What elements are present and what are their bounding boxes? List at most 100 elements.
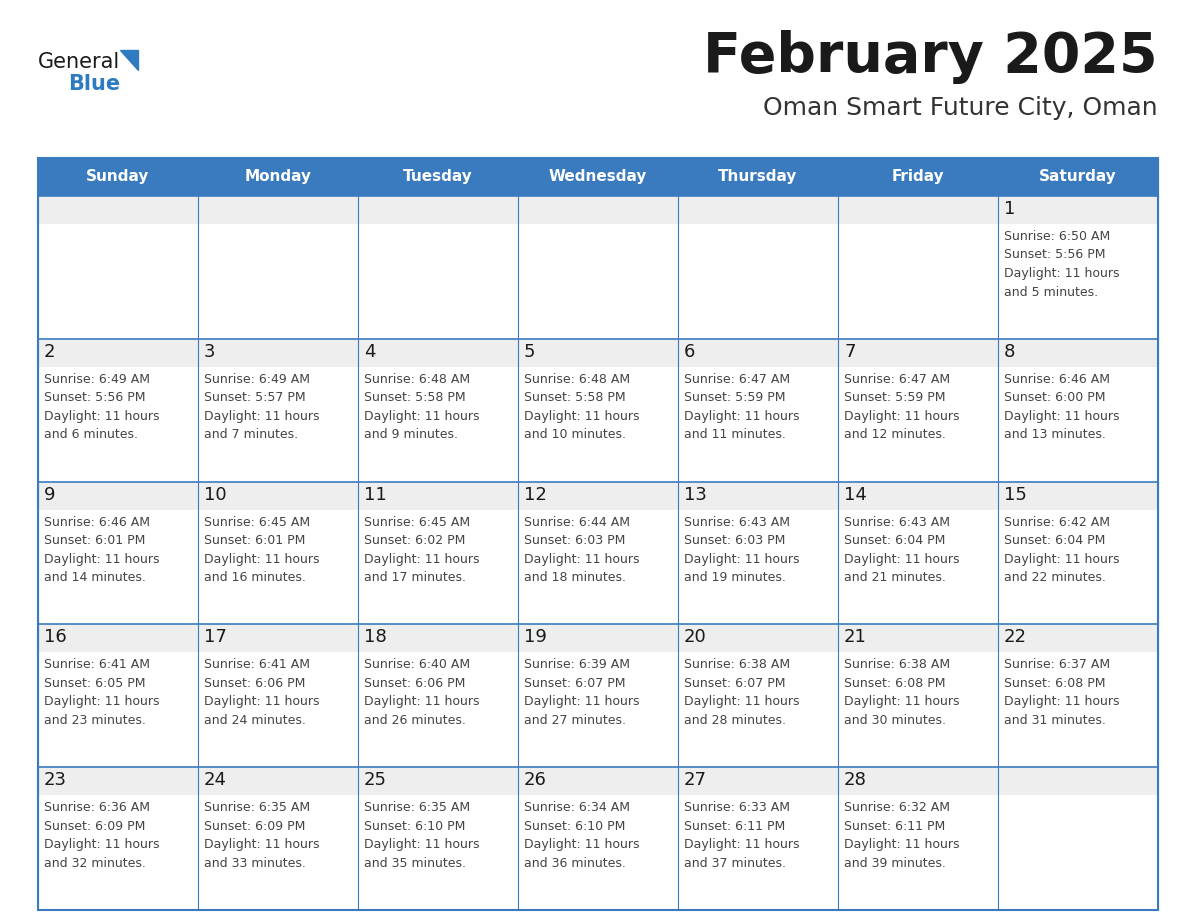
Bar — [838, 367, 998, 482]
Text: Daylight: 11 hours: Daylight: 11 hours — [524, 553, 639, 565]
Text: 28: 28 — [843, 771, 867, 789]
Bar — [198, 339, 358, 367]
Text: Daylight: 11 hours: Daylight: 11 hours — [1004, 267, 1119, 280]
Text: 26: 26 — [524, 771, 546, 789]
Bar — [518, 339, 678, 367]
Text: Daylight: 11 hours: Daylight: 11 hours — [44, 409, 159, 423]
Bar — [358, 196, 518, 224]
Text: Daylight: 11 hours: Daylight: 11 hours — [364, 409, 480, 423]
Text: Sunset: 5:57 PM: Sunset: 5:57 PM — [204, 391, 305, 404]
Bar — [838, 624, 998, 653]
Bar — [38, 339, 198, 367]
Bar — [838, 482, 998, 509]
Bar — [838, 224, 998, 339]
Text: 7: 7 — [843, 342, 855, 361]
Text: Sunrise: 6:33 AM: Sunrise: 6:33 AM — [684, 801, 790, 814]
Text: Sunrise: 6:47 AM: Sunrise: 6:47 AM — [684, 373, 790, 386]
Text: Sunset: 5:58 PM: Sunset: 5:58 PM — [364, 391, 466, 404]
Text: Sunrise: 6:49 AM: Sunrise: 6:49 AM — [44, 373, 150, 386]
Text: Sunrise: 6:48 AM: Sunrise: 6:48 AM — [364, 373, 470, 386]
Text: and 31 minutes.: and 31 minutes. — [1004, 714, 1106, 727]
Text: Daylight: 11 hours: Daylight: 11 hours — [684, 838, 800, 851]
Text: Sunrise: 6:38 AM: Sunrise: 6:38 AM — [843, 658, 950, 671]
Bar — [358, 339, 518, 367]
Text: 5: 5 — [524, 342, 536, 361]
Bar — [198, 224, 358, 339]
Text: Sunset: 6:08 PM: Sunset: 6:08 PM — [1004, 677, 1106, 690]
Text: 27: 27 — [684, 771, 707, 789]
Text: 4: 4 — [364, 342, 375, 361]
Bar — [678, 795, 838, 910]
Text: Sunrise: 6:37 AM: Sunrise: 6:37 AM — [1004, 658, 1110, 671]
Text: Daylight: 11 hours: Daylight: 11 hours — [204, 838, 320, 851]
Bar — [38, 624, 198, 653]
Bar — [838, 653, 998, 767]
Text: Sunset: 6:11 PM: Sunset: 6:11 PM — [843, 820, 946, 833]
Text: Sunrise: 6:38 AM: Sunrise: 6:38 AM — [684, 658, 790, 671]
Bar — [198, 196, 358, 224]
Text: 17: 17 — [204, 629, 227, 646]
Text: Daylight: 11 hours: Daylight: 11 hours — [204, 409, 320, 423]
Bar — [678, 224, 838, 339]
Text: and 21 minutes.: and 21 minutes. — [843, 571, 946, 584]
Text: Sunset: 6:03 PM: Sunset: 6:03 PM — [524, 534, 625, 547]
Text: Sunset: 6:03 PM: Sunset: 6:03 PM — [684, 534, 785, 547]
Bar — [998, 653, 1158, 767]
Text: and 9 minutes.: and 9 minutes. — [364, 429, 459, 442]
Text: Daylight: 11 hours: Daylight: 11 hours — [843, 553, 960, 565]
Text: and 27 minutes.: and 27 minutes. — [524, 714, 626, 727]
Bar — [998, 767, 1158, 795]
Text: Oman Smart Future City, Oman: Oman Smart Future City, Oman — [764, 96, 1158, 120]
Text: Sunrise: 6:44 AM: Sunrise: 6:44 AM — [524, 516, 630, 529]
Text: Sunset: 5:56 PM: Sunset: 5:56 PM — [1004, 249, 1106, 262]
Text: 2: 2 — [44, 342, 56, 361]
Text: and 5 minutes.: and 5 minutes. — [1004, 285, 1098, 298]
Text: 14: 14 — [843, 486, 867, 504]
Bar — [198, 653, 358, 767]
Bar — [998, 224, 1158, 339]
Text: Daylight: 11 hours: Daylight: 11 hours — [204, 553, 320, 565]
Text: 22: 22 — [1004, 629, 1026, 646]
Bar — [38, 196, 198, 224]
Bar — [998, 196, 1158, 224]
Bar — [838, 339, 998, 367]
Text: Daylight: 11 hours: Daylight: 11 hours — [44, 838, 159, 851]
Text: Friday: Friday — [892, 170, 944, 185]
Text: Daylight: 11 hours: Daylight: 11 hours — [524, 409, 639, 423]
Bar — [38, 482, 198, 509]
Text: Daylight: 11 hours: Daylight: 11 hours — [44, 696, 159, 709]
Text: Sunday: Sunday — [87, 170, 150, 185]
Bar — [518, 224, 678, 339]
Text: Sunset: 6:10 PM: Sunset: 6:10 PM — [524, 820, 625, 833]
Text: and 33 minutes.: and 33 minutes. — [204, 856, 305, 869]
Text: Sunset: 6:01 PM: Sunset: 6:01 PM — [204, 534, 305, 547]
Text: Sunrise: 6:46 AM: Sunrise: 6:46 AM — [1004, 373, 1110, 386]
Text: and 16 minutes.: and 16 minutes. — [204, 571, 305, 584]
Bar — [678, 767, 838, 795]
Bar — [518, 482, 678, 509]
Text: Sunset: 6:11 PM: Sunset: 6:11 PM — [684, 820, 785, 833]
Bar — [998, 509, 1158, 624]
Text: Sunrise: 6:45 AM: Sunrise: 6:45 AM — [364, 516, 470, 529]
Text: Sunrise: 6:40 AM: Sunrise: 6:40 AM — [364, 658, 470, 671]
Text: and 35 minutes.: and 35 minutes. — [364, 856, 466, 869]
Text: Sunrise: 6:34 AM: Sunrise: 6:34 AM — [524, 801, 630, 814]
Bar — [38, 767, 198, 795]
Text: and 30 minutes.: and 30 minutes. — [843, 714, 946, 727]
Text: Sunset: 6:06 PM: Sunset: 6:06 PM — [364, 677, 466, 690]
Bar — [518, 367, 678, 482]
Bar — [518, 767, 678, 795]
Bar — [38, 653, 198, 767]
Text: Daylight: 11 hours: Daylight: 11 hours — [524, 696, 639, 709]
Bar — [838, 795, 998, 910]
Text: 16: 16 — [44, 629, 67, 646]
Text: and 10 minutes.: and 10 minutes. — [524, 429, 626, 442]
Text: Sunset: 6:07 PM: Sunset: 6:07 PM — [684, 677, 785, 690]
Text: Sunrise: 6:45 AM: Sunrise: 6:45 AM — [204, 516, 310, 529]
Text: Thursday: Thursday — [719, 170, 797, 185]
Bar — [678, 367, 838, 482]
Text: Blue: Blue — [68, 74, 120, 94]
Bar — [678, 339, 838, 367]
Text: Wednesday: Wednesday — [549, 170, 647, 185]
Text: and 12 minutes.: and 12 minutes. — [843, 429, 946, 442]
